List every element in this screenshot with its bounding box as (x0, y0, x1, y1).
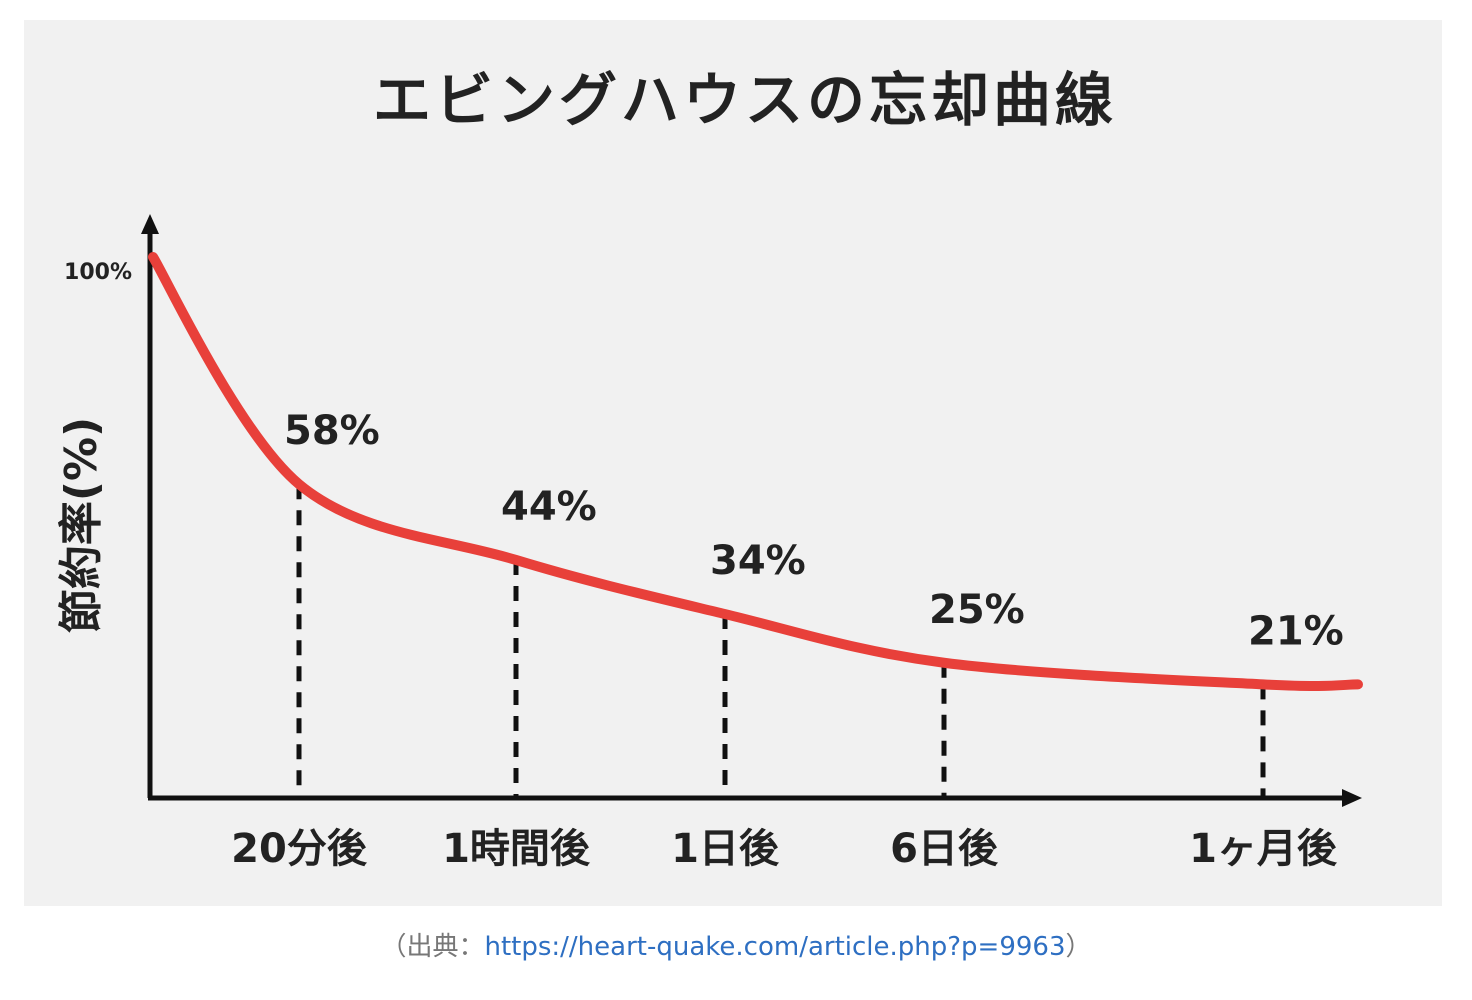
data-label-3: 34% (710, 538, 806, 584)
x-axis-arrow (1342, 789, 1362, 807)
x-tick-2: 1時間後 (442, 826, 591, 872)
forgetting-curve-line (148, 252, 1363, 691)
data-label-5: 21% (1248, 608, 1344, 654)
data-label-1: 58% (284, 408, 380, 454)
y-axis-arrow (141, 214, 159, 234)
data-point-1 (298, 483, 300, 486)
data-point-4 (943, 661, 945, 664)
y-tick-100: 100% (64, 260, 132, 285)
source-suffix: ） (1065, 932, 1092, 962)
source-link[interactable]: https://heart-quake.com/article.php?p=99… (484, 932, 1066, 962)
chart-marks: 58% 44% 34% 25% 21% 20分後 1時間後 1日後 6日後 1ヶ月後 (148, 252, 1363, 872)
data-label-4: 25% (929, 587, 1025, 633)
data-point-5 (1262, 683, 1264, 686)
chart-svg: エビングハウスの忘却曲線 100% 節約率(%) 58% 44% 34% 25% 21%… (56, 66, 1363, 872)
x-tick-4: 6日後 (890, 826, 999, 872)
chart-title: エビングハウスの忘却曲線 (373, 66, 1117, 134)
data-point-3 (724, 613, 726, 616)
data-label-2: 44% (501, 484, 597, 530)
chart-figure: エビングハウスの忘却曲線 100% 節約率(%) 58% 44% 34% 25% 21%… (24, 20, 1442, 906)
x-tick-3: 1日後 (671, 826, 780, 872)
source-prefix: （出典： (380, 932, 485, 962)
data-point-2 (515, 558, 517, 561)
x-tick-5: 1ヶ月後 (1189, 826, 1338, 872)
source-caption: （出典：https://heart-quake.com/article.php?… (0, 926, 1472, 963)
x-tick-1: 20分後 (231, 826, 368, 872)
y-axis-label: 節約率(%) (56, 417, 107, 633)
